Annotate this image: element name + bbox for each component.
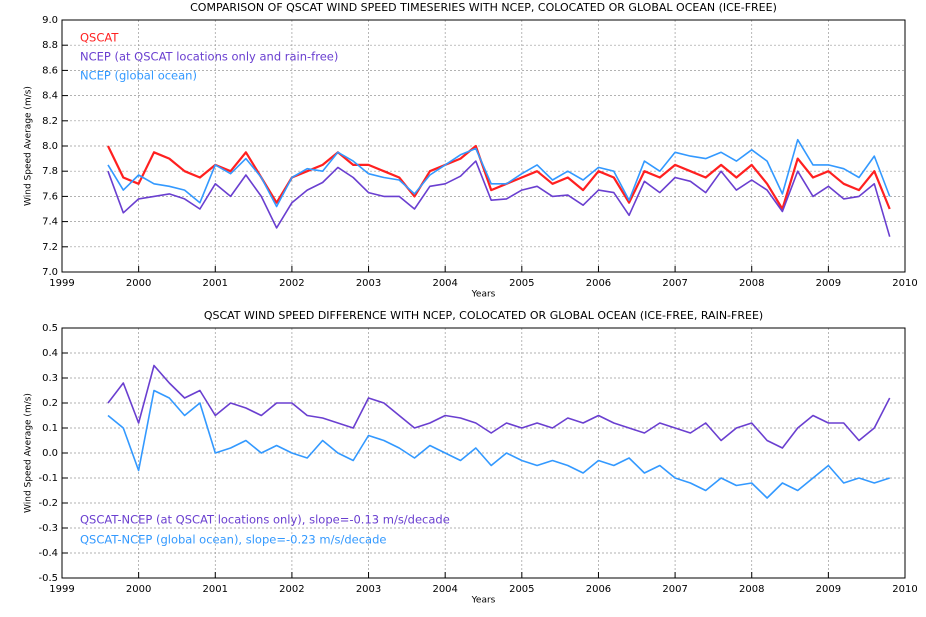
plot-frame xyxy=(61,327,906,579)
y-tick-label: 0.2 xyxy=(42,398,58,409)
y-axis-label: Wind Speed Average (m/s) xyxy=(24,393,34,513)
chart-title: QSCAT WIND SPEED DIFFERENCE WITH NCEP, C… xyxy=(204,309,763,322)
x-tick-label: 2006 xyxy=(586,278,611,289)
y-tick-label: -0.4 xyxy=(38,548,58,559)
y-tick-label: 7.2 xyxy=(42,242,58,253)
y-tick-label: 8.8 xyxy=(42,40,58,51)
y-axis-label: Wind Speed Average (m/s) xyxy=(24,86,34,206)
x-tick-label: 2010 xyxy=(892,278,917,289)
x-tick-label: 2001 xyxy=(203,278,228,289)
x-tick-label: 2000 xyxy=(126,278,151,289)
y-tick-label: 0.4 xyxy=(42,348,58,359)
x-tick-label: 2000 xyxy=(126,584,151,595)
y-tick-label: 8.0 xyxy=(42,141,58,152)
y-tick-label: -0.3 xyxy=(38,523,58,534)
series-line xyxy=(107,389,890,499)
y-tick-label: 8.4 xyxy=(42,91,58,102)
x-tick-label: 2009 xyxy=(816,584,841,595)
x-tick-label: 1999 xyxy=(49,584,74,595)
legend-entry: QSCAT xyxy=(80,31,119,45)
legend-entry: QSCAT-NCEP (at QSCAT locations only), sl… xyxy=(80,513,450,527)
x-axis-label: Years xyxy=(471,290,496,300)
x-tick-label: 2004 xyxy=(432,278,457,289)
x-tick-label: 2002 xyxy=(279,278,304,289)
y-tick-label: 8.6 xyxy=(42,65,58,76)
x-tick-label: 2007 xyxy=(662,278,687,289)
y-tick-label: -0.5 xyxy=(38,573,58,584)
x-tick-label: 2004 xyxy=(432,584,457,595)
x-tick-label: 2005 xyxy=(509,278,534,289)
y-tick-label: -0.1 xyxy=(38,473,58,484)
series-line xyxy=(107,138,891,208)
x-tick-label: 2002 xyxy=(279,584,304,595)
x-axis-label: Years xyxy=(471,596,496,606)
x-tick-label: 2001 xyxy=(203,584,228,595)
y-tick-label: 0.3 xyxy=(42,373,58,384)
y-tick-label: 7.8 xyxy=(42,166,58,177)
legend-entry: NCEP (global ocean) xyxy=(80,69,197,83)
y-tick-label: 7.0 xyxy=(42,267,58,278)
legend-entry: NCEP (at QSCAT locations only and rain-f… xyxy=(80,50,338,64)
x-tick-label: 2010 xyxy=(892,584,917,595)
series-line xyxy=(107,144,891,211)
x-tick-label: 2006 xyxy=(586,584,611,595)
y-tick-label: 9.0 xyxy=(42,15,58,26)
y-tick-label: 0.5 xyxy=(42,323,58,334)
y-tick-label: -0.2 xyxy=(38,498,58,509)
series-line xyxy=(107,364,891,449)
x-tick-label: 1999 xyxy=(49,278,74,289)
plot-frame xyxy=(61,19,906,273)
x-tick-label: 2003 xyxy=(356,584,381,595)
y-tick-label: 8.2 xyxy=(42,116,58,127)
y-tick-label: 0.0 xyxy=(42,448,58,459)
x-tick-label: 2008 xyxy=(739,584,764,595)
x-tick-label: 2008 xyxy=(739,278,764,289)
legend-entry: QSCAT-NCEP (global ocean), slope=-0.23 m… xyxy=(80,533,386,547)
x-tick-label: 2003 xyxy=(356,278,381,289)
y-tick-label: 0.1 xyxy=(42,423,58,434)
chart-title: COMPARISON OF QSCAT WIND SPEED TIMESERIE… xyxy=(190,1,777,14)
y-tick-label: 7.4 xyxy=(42,217,58,228)
y-tick-label: 7.6 xyxy=(42,191,58,202)
x-tick-label: 2009 xyxy=(816,278,841,289)
series-line xyxy=(107,160,891,237)
x-tick-label: 2005 xyxy=(509,584,534,595)
x-tick-label: 2007 xyxy=(662,584,687,595)
